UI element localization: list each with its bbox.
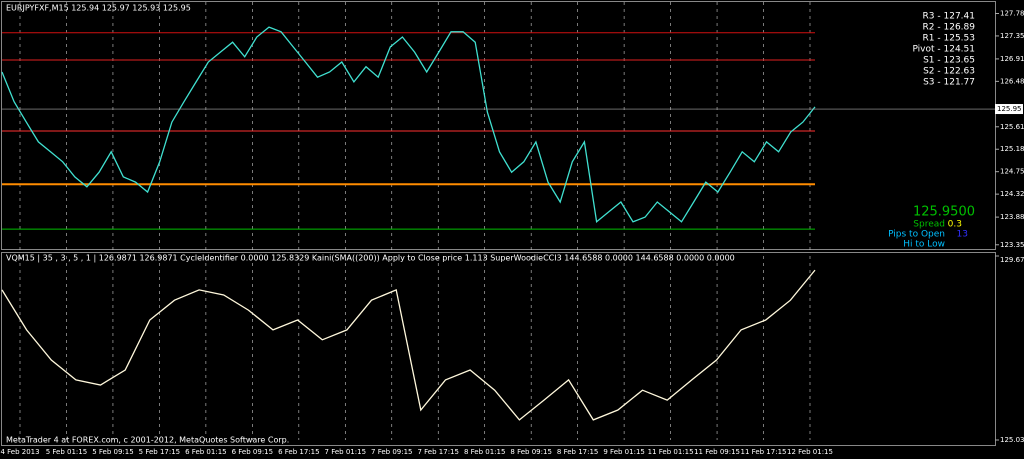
x-tick-label: 6 Feb 09:15 (232, 448, 273, 456)
main-pane (1, 1, 996, 250)
x-tick-label: 11 Feb 09:15 (694, 448, 740, 456)
info-value: 13 (957, 230, 968, 240)
info-price: 125.9500 (913, 205, 975, 220)
x-tick-label: 8 Feb 01:15 (464, 448, 505, 456)
y-tick-label: 127.35 (1000, 32, 1024, 40)
x-tick-label: 8 Feb 17:15 (557, 448, 598, 456)
info-value: 0.3 (948, 220, 962, 230)
x-tick-label: 11 Feb 17:15 (741, 448, 787, 456)
symbol-header: EURJPYFXF,M15 125.94 125.97 125.93 125.9… (6, 4, 191, 13)
info-label: Pips to Open (888, 230, 945, 240)
current-price-box (995, 104, 1023, 115)
x-tick-label: 5 Feb 17:15 (139, 448, 180, 456)
y-tick-label: 124.32 (1000, 190, 1024, 198)
x-tick-label: 6 Feb 01:15 (185, 448, 226, 456)
x-tick-label: 9 Feb 01:15 (603, 448, 644, 456)
y-tick-label: 126.91 (1000, 55, 1024, 63)
x-tick-label: 6 Feb 17:15 (278, 448, 319, 456)
x-tick-label: 7 Feb 01:15 (325, 448, 366, 456)
indicator-header: VQM15 | 35 , 3 , 5 , 1 | 126.9871 126.98… (6, 254, 735, 263)
pivot-label: S3 - 121.77 (923, 78, 975, 88)
y-tick-label: 123.88 (1000, 213, 1024, 221)
x-tick-label: 5 Feb 01:15 (46, 448, 87, 456)
y-tick-label: 127.78 (1000, 9, 1024, 17)
indicator-pane (1, 252, 996, 446)
x-tick-label: 7 Feb 09:15 (371, 448, 412, 456)
y-tick-label: 126.48 (1000, 77, 1024, 85)
x-tick-label: 8 Feb 09:15 (510, 448, 551, 456)
pivot-label: R3 - 127.41 (923, 12, 975, 22)
y-tick-label: 125.033 (1000, 436, 1024, 444)
x-tick-label: 5 Feb 09:15 (92, 448, 133, 456)
pivot-label: S1 - 123.65 (923, 56, 975, 66)
y-tick-label: 129.675 (1000, 256, 1024, 264)
pivot-label: R2 - 126.89 (923, 23, 976, 33)
x-tick-label: 11 Feb 01:15 (648, 448, 694, 456)
pivot-label: R1 - 125.53 (923, 34, 975, 44)
current-price-label: 125.95 (997, 105, 1022, 113)
pivot-label: S2 - 122.63 (923, 67, 975, 77)
footer: MetaTrader 4 at FOREX.com, c 2001-2012, … (6, 436, 289, 445)
y-tick-label: 125.18 (1000, 145, 1024, 153)
info-label: Spread (913, 220, 945, 230)
y-tick-label: 124.75 (1000, 168, 1024, 176)
price-line (1, 269, 816, 421)
y-tick-label: 125.61 (1000, 123, 1024, 131)
x-tick-label: 12 Feb 01:15 (787, 448, 833, 456)
y-tick-label: 123.35 (1000, 241, 1024, 249)
x-tick-label: 7 Feb 17:15 (417, 448, 458, 456)
x-tick-label: 4 Feb 2013 (0, 448, 39, 456)
price-line (1, 26, 816, 224)
info-label: Hi to Low (903, 240, 945, 250)
pivot-label: Pivot - 124.51 (912, 45, 975, 55)
